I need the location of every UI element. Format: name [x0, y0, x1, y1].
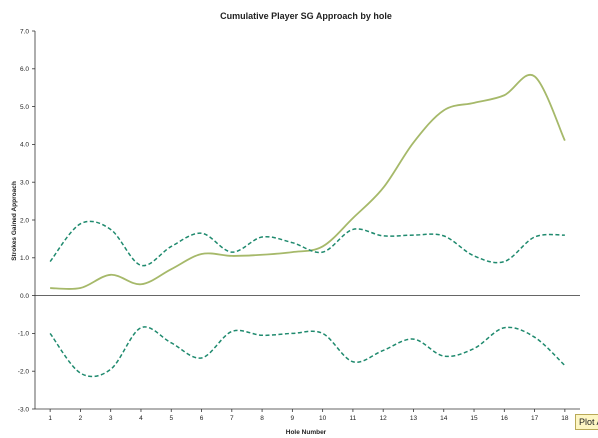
- x-tick-label: 1: [48, 415, 52, 422]
- y-tick-label: 4.0: [20, 142, 29, 149]
- plot-label-badge: Plot A: [575, 414, 598, 430]
- x-tick-label: 8: [260, 415, 264, 422]
- x-tick-label: 12: [380, 415, 388, 422]
- x-ticks: 1 2 3 4 5 6 7 8 9 10 11 12 13 14 15 16 17 18: [48, 409, 569, 422]
- x-tick-label: 9: [291, 415, 295, 422]
- x-tick-label: 2: [79, 415, 83, 422]
- series-lower-band-line: [49, 326, 566, 378]
- series-group: [49, 73, 566, 378]
- y-tick-label: 3.0: [20, 180, 29, 187]
- x-tick-label: 17: [531, 415, 539, 422]
- x-tick-label: 6: [200, 415, 204, 422]
- x-tick-label: 7: [230, 415, 234, 422]
- x-tick-label: 18: [561, 415, 569, 422]
- x-tick-label: 13: [410, 415, 418, 422]
- x-tick-label: 5: [169, 415, 173, 422]
- y-tick-label: 7.0: [20, 28, 29, 35]
- x-axis-label: Hole Number: [286, 429, 327, 436]
- y-axis-label: Strokes Gained Approach: [11, 181, 18, 261]
- chart-title: Cumulative Player SG Approach by hole: [220, 11, 392, 21]
- y-tick-label: 2.0: [20, 217, 29, 224]
- y-tick-label: -1.0: [18, 331, 30, 338]
- series-upper-band-line: [49, 220, 565, 267]
- x-tick-label: 10: [319, 415, 327, 422]
- x-tick-label: 16: [501, 415, 509, 422]
- y-tick-label: 0.0: [20, 293, 29, 300]
- y-tick-label: 1.0: [20, 255, 29, 262]
- x-tick-label: 4: [139, 415, 143, 422]
- x-tick-label: 14: [440, 415, 448, 422]
- x-tick-label: 15: [470, 415, 478, 422]
- x-tick-label: 11: [350, 415, 357, 422]
- y-tick-label: -3.0: [18, 406, 30, 413]
- y-tick-label: 5.0: [20, 104, 29, 111]
- x-tick-label: 3: [109, 415, 113, 422]
- series-cumulative-line: [50, 73, 566, 290]
- y-ticks: 7.0 6.0 5.0 4.0 3.0 2.0 1.0 0.0 -1.0 -2.0 -3.0: [18, 28, 35, 413]
- y-tick-label: 6.0: [20, 66, 29, 73]
- y-tick-label: -2.0: [18, 369, 30, 376]
